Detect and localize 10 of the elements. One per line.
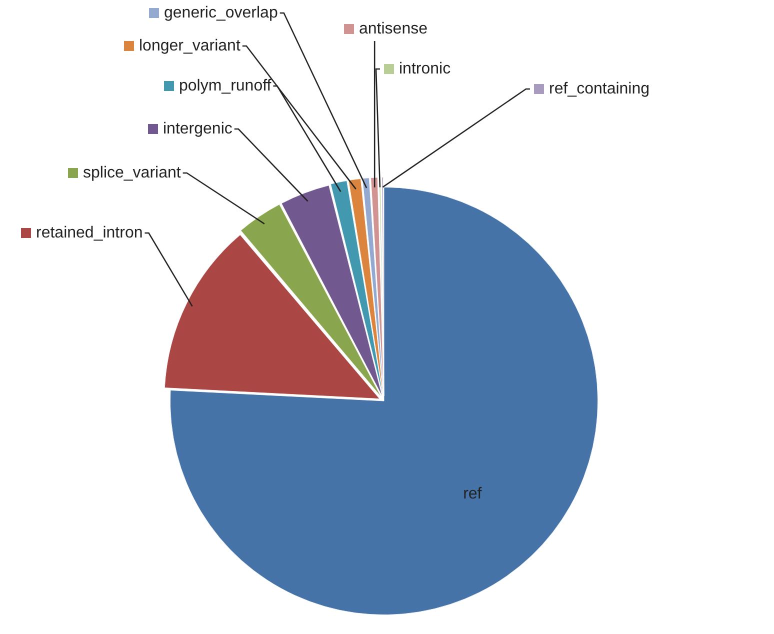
legend-label: retained_intron: [36, 224, 143, 242]
legend-label: intergenic: [163, 120, 232, 138]
legend-label: antisense: [359, 20, 428, 38]
slice-label: ref: [463, 485, 482, 502]
legend-label: ref_containing: [549, 80, 650, 98]
legend-label: splice_variant: [83, 164, 182, 182]
legend-label: generic_overlap: [164, 4, 278, 22]
legend-label: longer_variant: [139, 37, 241, 54]
legend-label: polym_runoff: [179, 77, 272, 94]
legend-label: intronic: [399, 60, 451, 78]
